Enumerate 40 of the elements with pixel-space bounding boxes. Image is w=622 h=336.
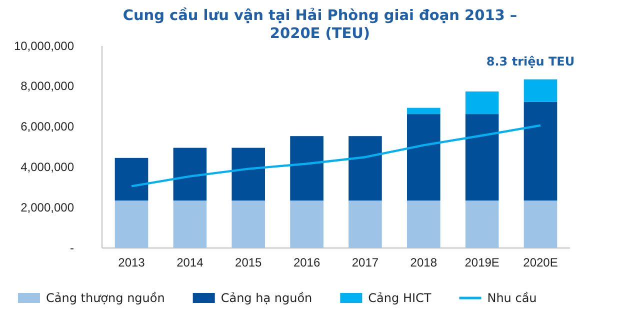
- legend-label: Cảng hạ nguồn: [220, 291, 312, 305]
- bar: [348, 136, 382, 201]
- y-tick-label: 6,000,000: [20, 120, 74, 134]
- legend-label: Nhu cầu: [487, 291, 537, 305]
- bar: [406, 108, 440, 114]
- y-tick-label: 4,000,000: [20, 160, 74, 174]
- bar: [348, 200, 382, 248]
- line-series: [130, 124, 542, 188]
- legend-label: Cảng HICT: [368, 291, 432, 305]
- bar: [114, 200, 148, 248]
- bar: [232, 200, 266, 248]
- bar: [465, 200, 499, 248]
- y-tick-label: 2,000,000: [20, 200, 74, 214]
- bar: [232, 148, 266, 201]
- y-tick-label: 8,000,000: [20, 79, 74, 94]
- annotation: 8.3 triệu TEU: [486, 54, 575, 68]
- bar: [524, 200, 558, 248]
- x-tick-label: 2016: [293, 256, 320, 270]
- x-tick-label: 2019E: [464, 256, 500, 270]
- bar: [290, 200, 324, 248]
- x-tick-label: 2014: [176, 256, 204, 270]
- x-tick-label: 2015: [235, 256, 262, 270]
- bar: [406, 114, 440, 201]
- x-tick-label: 2017: [352, 256, 379, 270]
- bar: [465, 114, 499, 201]
- bar: [173, 148, 207, 201]
- x-tick-label: 2020E: [523, 256, 558, 270]
- bar: [114, 158, 148, 201]
- y-tick-label: -: [70, 240, 74, 255]
- bar: [173, 200, 207, 248]
- bar: [290, 136, 324, 201]
- legend-label: Cảng thượng nguồn: [46, 291, 165, 305]
- chart-title: Cung cầu lưu vận tại Hải Phòng giai đoạn 2013 – 2020E (TEU): [122, 7, 518, 42]
- bar: [524, 102, 558, 201]
- y-tick-label: 10,000,000: [14, 38, 74, 53]
- bar: [465, 91, 499, 114]
- x-tick-label: 2013: [118, 256, 146, 270]
- x-tick-label: 2018: [410, 256, 438, 270]
- bar: [406, 200, 440, 248]
- bar: [524, 79, 558, 102]
